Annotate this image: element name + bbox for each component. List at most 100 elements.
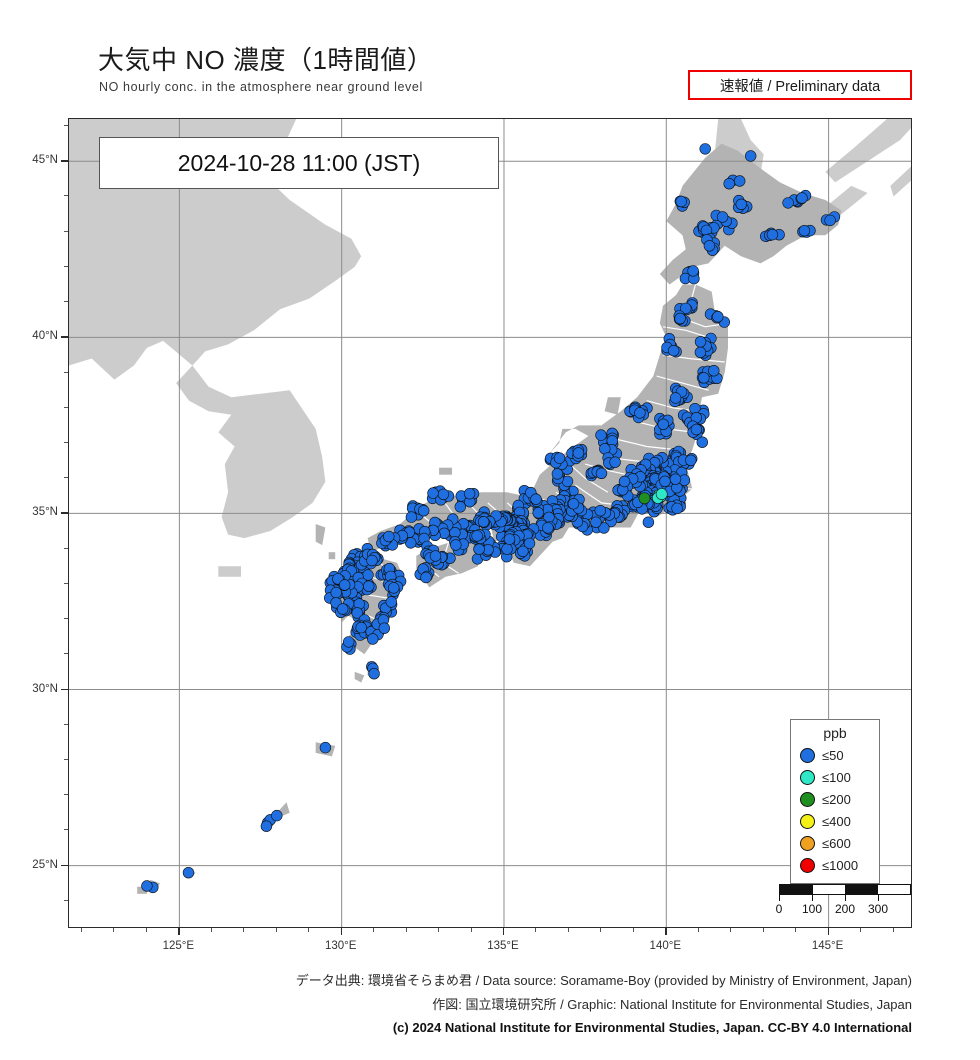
station-dot[interactable] [368,667,380,680]
station-dot[interactable] [260,820,273,832]
station-dot[interactable] [501,543,513,555]
station-dot[interactable] [699,143,711,155]
station-dot[interactable] [383,530,395,543]
station-dot[interactable] [708,365,720,377]
station-dot[interactable] [473,543,485,555]
station-dot[interactable] [351,607,363,619]
station-dot[interactable] [363,580,375,592]
station-dot[interactable] [595,429,607,441]
station-dot[interactable] [141,880,153,892]
station-dot[interactable] [319,741,332,754]
station-dot[interactable] [716,211,729,223]
station-dot-elevated[interactable] [655,488,668,500]
legend-item[interactable]: ≤50 [797,744,873,766]
station-dot[interactable] [337,603,349,615]
station-dot[interactable] [517,545,529,557]
map-plot-area[interactable]: 2024-10-28 11:00 (JST) ppb ≤50 ≤100 ≤200 ≤4… [68,118,912,928]
station-dot[interactable] [594,505,606,517]
station-dot[interactable] [427,487,439,499]
station-dot[interactable] [420,571,432,584]
station-dot[interactable] [657,418,669,430]
station-dot[interactable] [553,452,566,464]
station-dot[interactable] [388,582,400,594]
station-dot[interactable] [659,475,671,487]
x-axis-minor-tick [697,928,699,932]
foreign-landmass [176,365,326,539]
station-dot[interactable] [667,345,680,357]
station-dot[interactable] [477,516,490,528]
station-dot[interactable] [690,423,703,436]
station-dot[interactable] [744,150,757,162]
station-dot[interactable] [595,467,608,479]
station-dot[interactable] [503,533,516,545]
station-dot[interactable] [694,346,707,359]
station-dot[interactable] [366,554,378,567]
station-dot[interactable] [723,177,735,190]
station-dot[interactable] [567,498,580,510]
station-dot[interactable] [766,228,779,241]
legend-item[interactable]: ≤1000 [797,854,873,876]
station-dot[interactable] [572,447,585,459]
station-dot[interactable] [471,530,483,542]
legend-item[interactable]: ≤400 [797,810,873,832]
station-dot[interactable] [463,488,476,500]
scale-tick [812,895,813,901]
station-dot[interactable] [675,195,687,208]
station-dot[interactable] [687,265,699,277]
station-dot[interactable] [694,336,707,348]
legend: ppb ≤50 ≤100 ≤200 ≤400 ≤600 ≤1000 [790,719,880,884]
station-dot[interactable] [698,372,710,384]
legend-item[interactable]: ≤100 [797,766,873,788]
x-axis-minor-tick [210,928,212,932]
y-axis-tick [61,512,68,514]
station-dot[interactable] [271,809,283,822]
station-dot[interactable] [450,539,462,551]
station-dot[interactable] [798,224,811,237]
legend-item[interactable]: ≤200 [797,788,873,810]
station-dot[interactable] [523,537,536,550]
station-dot[interactable] [532,507,544,519]
station-dot[interactable] [454,501,466,513]
station-dot[interactable] [343,636,355,648]
station-dot[interactable] [182,866,195,879]
station-dot[interactable] [669,473,682,485]
station-dot[interactable] [735,198,747,211]
station-dot[interactable] [551,468,564,480]
station-dot[interactable] [733,175,746,187]
legend-item[interactable]: ≤600 [797,832,873,854]
station-dot[interactable] [378,622,390,634]
station-dot[interactable] [367,633,379,645]
station-dot[interactable] [385,596,397,608]
station-dot[interactable] [674,312,686,325]
station-dot[interactable] [703,240,716,252]
station-dot[interactable] [696,436,708,448]
scale-segment [845,885,878,894]
station-dot[interactable] [542,522,554,534]
station-dot[interactable] [405,511,418,523]
station-dot[interactable] [679,302,692,315]
station-dot[interactable] [796,192,808,204]
station-dot[interactable] [824,214,836,227]
station-dot[interactable] [437,488,450,500]
station-dot-elevated[interactable] [638,492,651,505]
station-dot[interactable] [634,407,646,419]
station-dot[interactable] [609,456,621,468]
station-dot[interactable] [429,550,442,562]
station-dot[interactable] [618,475,631,488]
station-dot[interactable] [590,516,602,528]
station-dot[interactable] [355,621,367,634]
station-dot[interactable] [782,197,794,209]
station-dot[interactable] [642,516,655,528]
station-dot[interactable] [339,579,351,591]
x-axis-minor-tick [405,928,407,932]
x-axis-minor-tick [600,928,602,932]
station-dot[interactable] [530,493,542,505]
station-dot[interactable] [669,392,682,404]
station-dot[interactable] [685,454,697,466]
legend-color-swatch-icon [800,835,815,851]
station-dot[interactable] [418,505,430,517]
station-dot[interactable] [671,502,683,515]
station-dot[interactable] [598,522,610,534]
station-dot[interactable] [330,586,342,599]
station-dot[interactable] [712,311,724,323]
